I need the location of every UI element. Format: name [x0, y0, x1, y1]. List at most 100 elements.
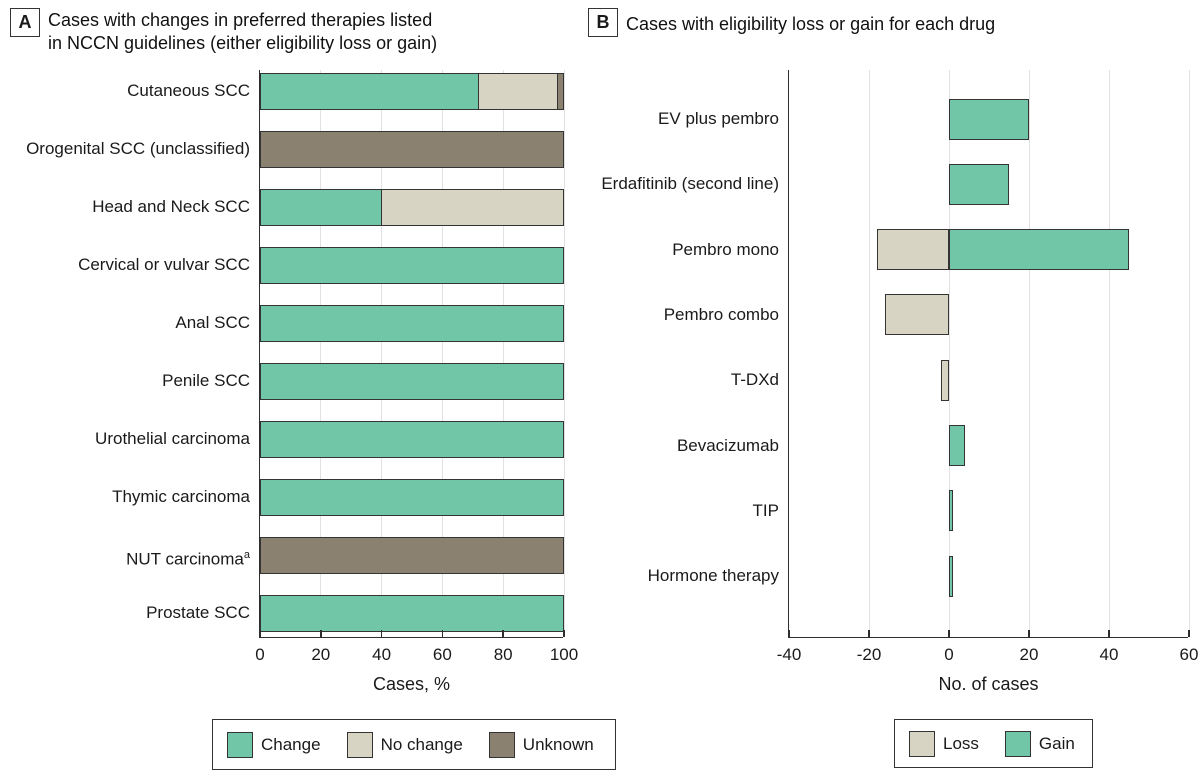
- axis-tick: [788, 630, 790, 637]
- category-label: Cervical or vulvar SCC: [78, 255, 250, 274]
- category-label: Hormone therapy: [647, 566, 779, 586]
- footnote-superscript: a: [243, 549, 250, 561]
- axis-tick: [259, 630, 261, 637]
- bar-segment-gain: [949, 425, 965, 466]
- bar-segment-loss: [885, 294, 949, 336]
- category-label: T-DXd: [730, 370, 779, 390]
- axis-tick: [320, 630, 322, 637]
- gridline: [868, 70, 870, 637]
- gridline: [502, 70, 504, 637]
- axis-tick: [1028, 630, 1030, 637]
- panel-a-tag: A: [10, 8, 40, 37]
- legend-swatch: [227, 731, 253, 758]
- category-label: Penile SCC: [162, 371, 250, 390]
- legend-swatch: [488, 731, 515, 758]
- panel-a-legend: Change No change Unknown: [212, 719, 616, 770]
- axis-tick-label: 20: [311, 645, 331, 664]
- category-label: Pembro mono: [672, 239, 779, 259]
- bar-segment-change: [260, 594, 564, 632]
- panel-a-title-line1: Cases with changes in preferred therapie…: [48, 10, 433, 30]
- panel-b-legend: Loss Gain: [894, 719, 1093, 768]
- axis-tick-label: -40: [776, 645, 802, 664]
- bar-segment-unknown: [556, 72, 564, 110]
- bar-segment-change: [260, 362, 564, 400]
- axis-tick: [868, 630, 870, 637]
- bar-segment-change: [260, 304, 564, 342]
- legend-item-change: Change: [227, 731, 321, 758]
- legend-label: Loss: [943, 733, 979, 753]
- x-axis-label: No. of cases: [938, 674, 1039, 694]
- bar-segment-gain: [949, 229, 1129, 271]
- bar-segment-change: [260, 478, 564, 516]
- bar-segment-gain: [949, 555, 953, 597]
- axis-tick-label: 0: [255, 645, 265, 664]
- gridline: [1188, 70, 1190, 637]
- axis-tick: [948, 630, 950, 637]
- bar-segment-no-change: [477, 72, 558, 110]
- category-label: EV plus pembro: [658, 109, 779, 128]
- panel-a-title-line2: in NCCN guidelines (either eligibility l…: [48, 33, 438, 54]
- category-label: Urothelial carcinoma: [95, 429, 250, 448]
- legend-label: Unknown: [522, 734, 594, 754]
- axis-tick-label: 40: [1099, 645, 1119, 664]
- x-axis-label: Cases, %: [372, 674, 451, 694]
- gridline: [1028, 70, 1030, 637]
- gridline: [381, 70, 383, 637]
- bar-segment-unknown: [260, 536, 564, 574]
- legend-swatch: [909, 730, 935, 757]
- legend-item-loss: Loss: [909, 730, 979, 757]
- axis-tick-label: 20: [1019, 645, 1039, 664]
- legend-swatch: [346, 731, 373, 758]
- bar-segment-loss: [941, 359, 949, 401]
- legend-item-no-change: No change: [346, 731, 463, 758]
- legend-item-unknown: Unknown: [488, 731, 594, 758]
- category-label: Anal SCC: [175, 313, 250, 332]
- axis-tick: [563, 630, 565, 637]
- panel-b-title: Cases with eligibility loss or gain for …: [626, 14, 996, 34]
- category-label: Bevacizumab: [676, 435, 779, 455]
- category-label: Prostate SCC: [146, 603, 250, 622]
- gridline: [948, 70, 950, 637]
- axis-tick-label: 80: [493, 645, 513, 664]
- axis-tick-label: 0: [944, 645, 954, 664]
- gridline: [563, 70, 565, 637]
- legend-item-gain: Gain: [1004, 730, 1075, 757]
- panel-b-plot: EV plus pembro Erdafitinib (second line) P…: [601, 70, 1198, 694]
- axis-tick-label: 60: [432, 645, 452, 664]
- bar-segment-change: [260, 420, 564, 458]
- axis-tick-label: 100: [549, 645, 579, 664]
- bar-segment-change: [260, 246, 564, 284]
- category-label: Orogenital SCC (unclassified): [26, 139, 250, 158]
- panel-a-title: Cases with changes in preferred therapie…: [48, 9, 528, 56]
- category-label: Pembro combo: [663, 304, 779, 324]
- category-label: Cutaneous SCC: [127, 81, 250, 100]
- category-label: NUT carcinomaa: [126, 549, 250, 569]
- category-label: TIP: [752, 500, 779, 520]
- axis-tick: [380, 630, 383, 637]
- bar-segment-change: [260, 188, 382, 226]
- bar-segment-change: [260, 72, 479, 110]
- bar-segment-unknown: [260, 130, 564, 168]
- bar-segment-gain: [949, 490, 953, 532]
- gridline: [320, 70, 322, 637]
- axis-tick: [502, 630, 504, 637]
- axis-tick: [441, 630, 444, 637]
- panel-a-plot: Cutaneous SCC Orogenital SCC (unclassifie…: [26, 70, 578, 694]
- gridline: [441, 70, 443, 637]
- legend-swatch: [1004, 730, 1031, 757]
- bar-segment-no-change: [380, 188, 564, 226]
- category-label: Erdafitinib (second line): [601, 174, 779, 194]
- panel-b-tag: B: [588, 8, 618, 37]
- axis-tick: [1188, 630, 1190, 637]
- legend-label: Gain: [1038, 733, 1075, 753]
- bar-segment-loss: [877, 229, 949, 271]
- bar-segment-gain: [949, 98, 1029, 140]
- category-label: Head and Neck SCC: [92, 197, 250, 216]
- bar-segment-gain: [949, 163, 1009, 205]
- axis-tick: [1108, 630, 1110, 637]
- legend-label: No change: [380, 734, 463, 754]
- legend-label: Change: [261, 734, 321, 754]
- gridline: [1108, 70, 1110, 637]
- axis-tick-label: -20: [856, 645, 882, 664]
- category-label: Thymic carcinoma: [112, 487, 250, 506]
